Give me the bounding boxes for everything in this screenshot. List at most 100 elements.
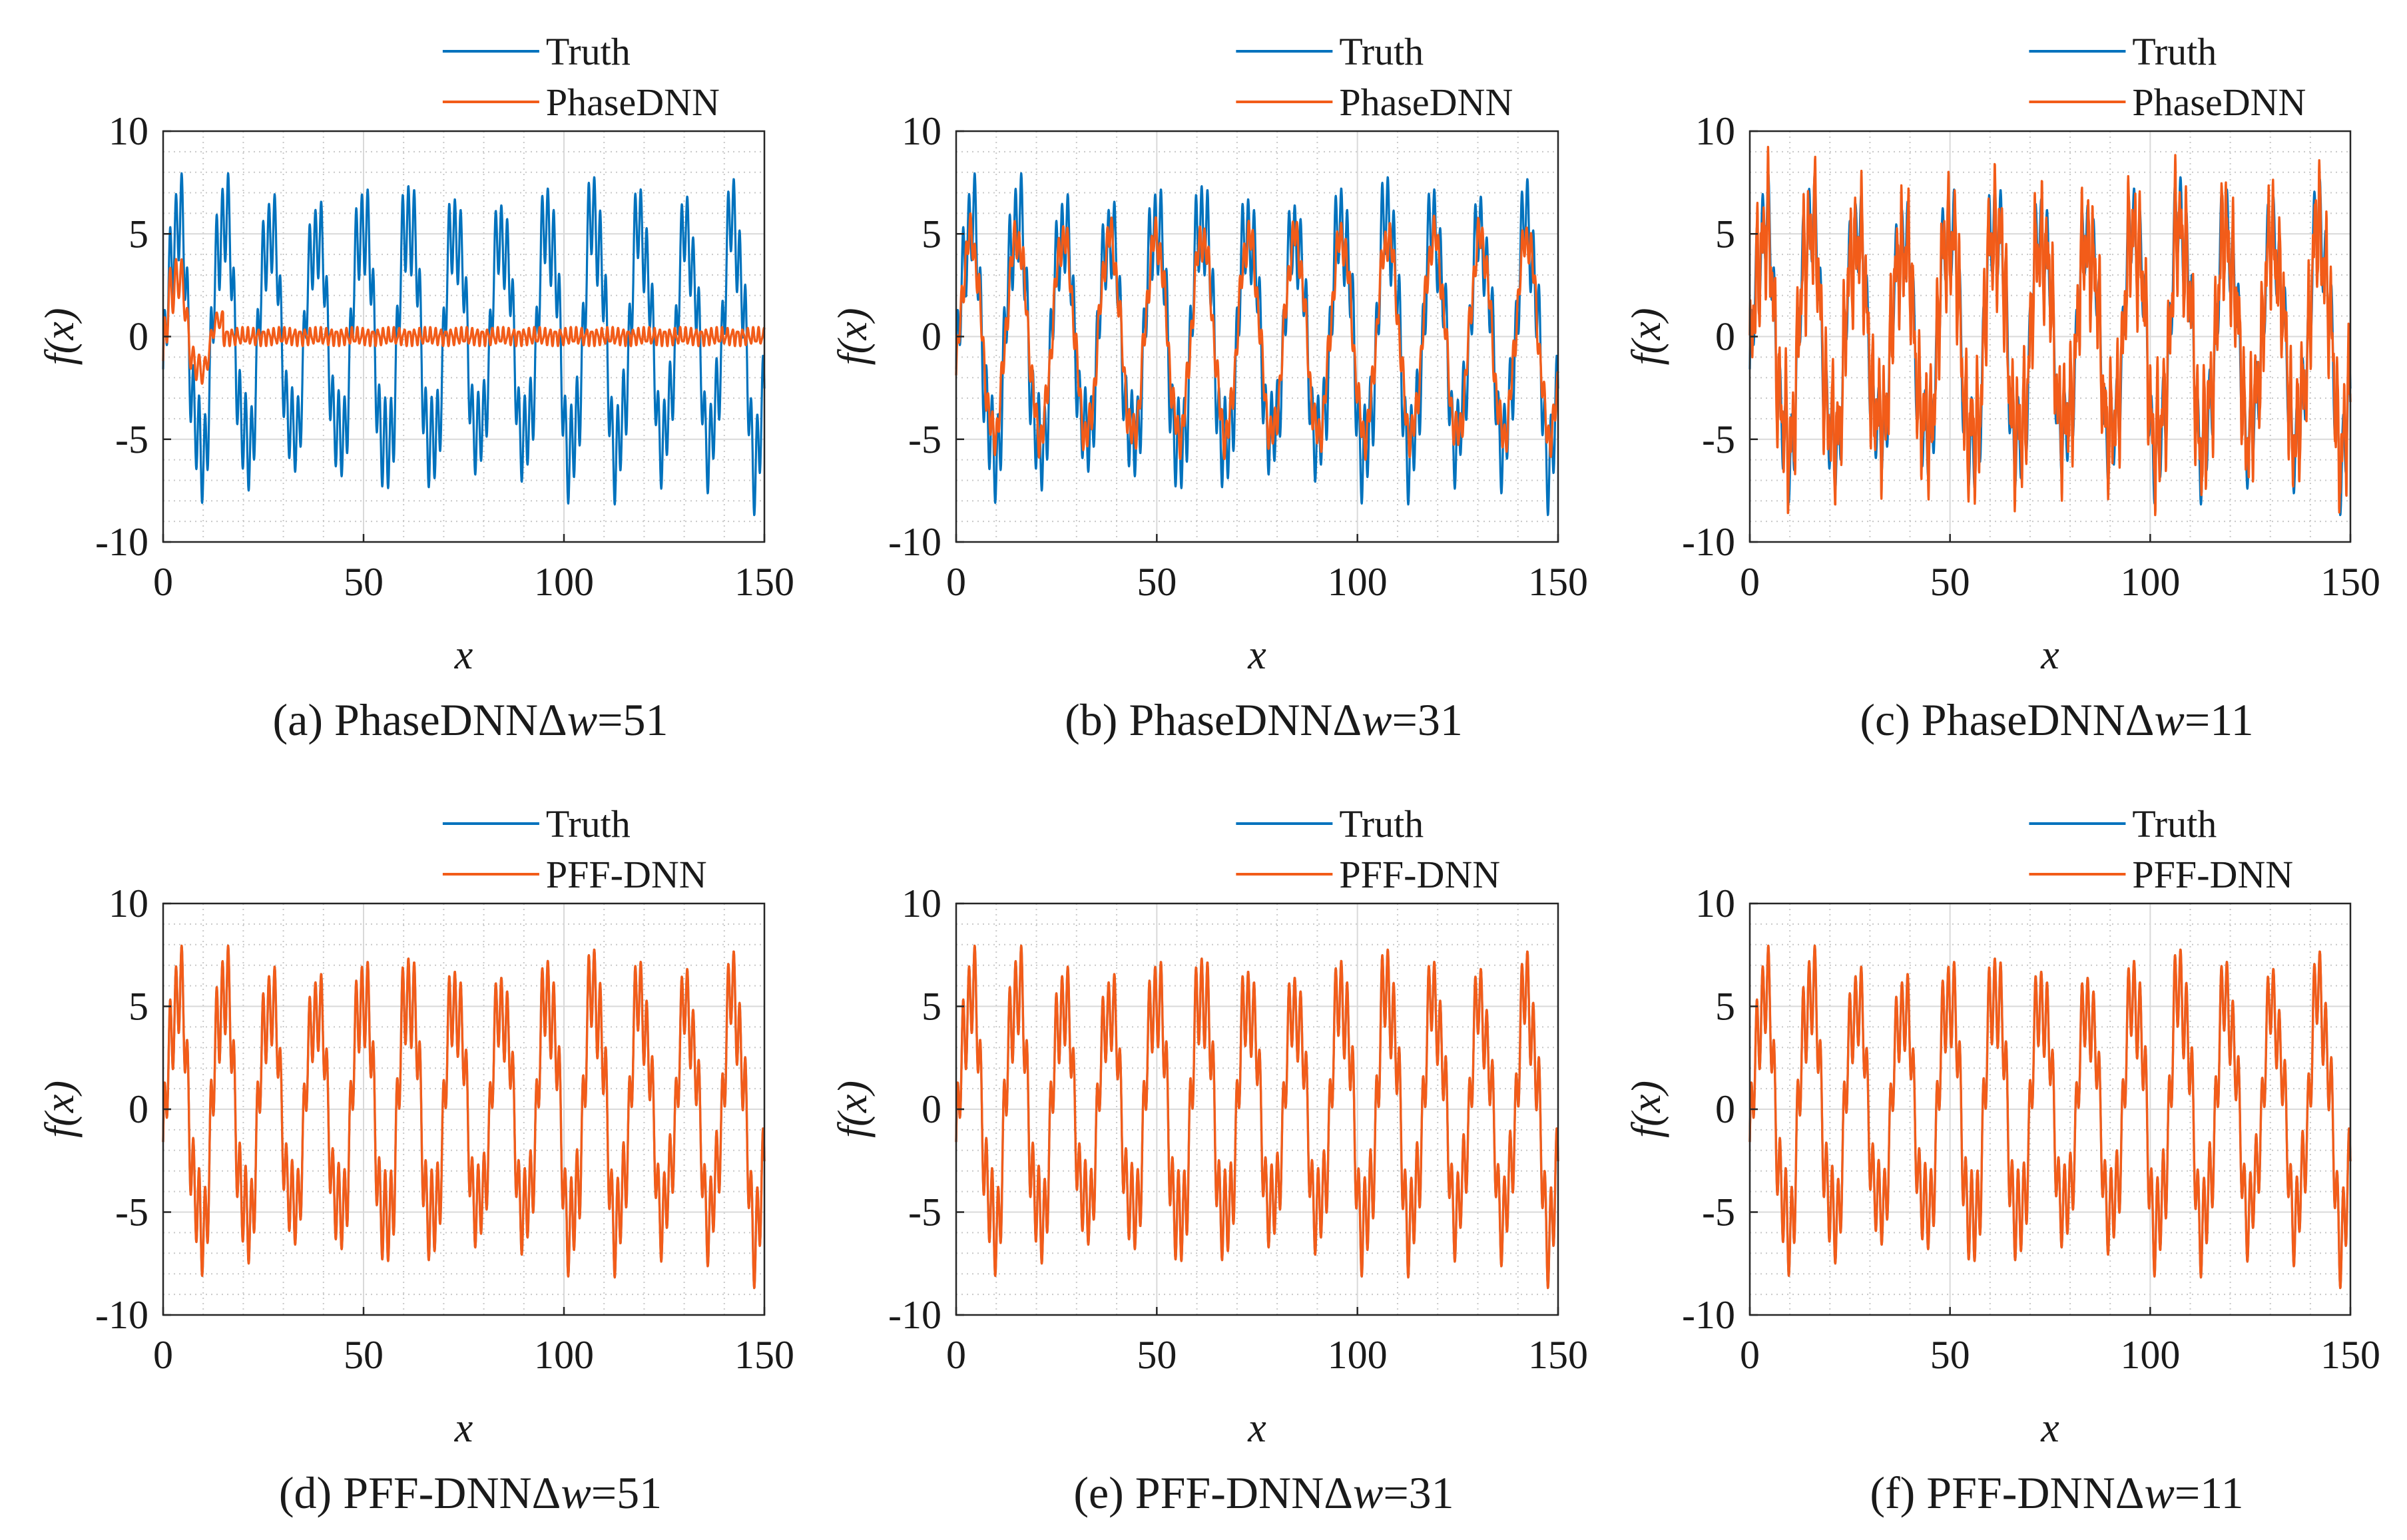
y-axis-label: f(x) bbox=[1624, 1081, 1669, 1138]
series-line-truth bbox=[955, 172, 1559, 517]
x-tick-label: 100 bbox=[2120, 1333, 2180, 1377]
y-tick-label: -10 bbox=[1682, 1293, 1735, 1337]
y-tick-label: 5 bbox=[922, 985, 941, 1029]
x-axis-label: x bbox=[1247, 633, 1266, 678]
x-tick-label: 50 bbox=[1930, 560, 1970, 604]
y-tick-label: 10 bbox=[1695, 109, 1735, 153]
caption-value: =51 bbox=[597, 694, 668, 745]
x-axis-label: x bbox=[454, 1406, 473, 1451]
x-tick-label: 50 bbox=[1930, 1333, 1970, 1377]
caption-delta: Δ bbox=[2115, 1467, 2145, 1518]
series-line-pff-dnn bbox=[1748, 944, 2352, 1290]
x-tick-label: 0 bbox=[1740, 1333, 1760, 1377]
legend-label: PFF-DNN bbox=[546, 853, 707, 896]
caption-label: (f) bbox=[1870, 1467, 1926, 1518]
y-tick-label: 5 bbox=[129, 212, 148, 256]
y-tick-label: -10 bbox=[1682, 520, 1735, 564]
y-tick-label: 5 bbox=[1715, 212, 1735, 256]
caption-method: PFF-DNN bbox=[1135, 1467, 1324, 1518]
caption-value: =11 bbox=[2175, 1467, 2244, 1518]
x-tick-label: 100 bbox=[1328, 560, 1388, 604]
legend-label: Truth bbox=[546, 802, 631, 846]
caption-delta: Δ bbox=[538, 694, 567, 745]
series-line-truth bbox=[162, 172, 766, 517]
subplot-caption: (c) PhaseDNNΔw=11 bbox=[1860, 694, 2253, 745]
legend-label: PFF-DNN bbox=[1339, 853, 1500, 896]
caption-value: =31 bbox=[1392, 694, 1463, 745]
x-tick-label: 50 bbox=[344, 1333, 384, 1377]
x-tick-label: 150 bbox=[2320, 560, 2380, 604]
caption-w: w bbox=[567, 694, 597, 745]
legend-label: Truth bbox=[1339, 802, 1424, 846]
x-tick-label: 0 bbox=[946, 560, 966, 604]
y-axis-label: f(x) bbox=[37, 308, 83, 365]
y-tick-label: 5 bbox=[922, 212, 941, 256]
y-tick-label: 10 bbox=[902, 882, 941, 925]
y-axis-label: f(x) bbox=[830, 308, 876, 365]
caption-label: (b) bbox=[1065, 694, 1129, 745]
caption-value: =11 bbox=[2185, 694, 2254, 745]
legend-label: Truth bbox=[2132, 30, 2217, 73]
y-tick-label: -5 bbox=[908, 417, 941, 461]
y-tick-label: 10 bbox=[1695, 882, 1735, 925]
series-line-phasednn bbox=[1748, 146, 2352, 517]
x-tick-label: 0 bbox=[946, 1333, 966, 1377]
caption-delta: Δ bbox=[1332, 694, 1362, 745]
caption-method: PhaseDNN bbox=[1129, 694, 1332, 745]
x-tick-label: 100 bbox=[1328, 1333, 1388, 1377]
x-tick-label: 50 bbox=[344, 560, 384, 604]
y-tick-label: 10 bbox=[109, 882, 148, 925]
subplot-caption: (f) PFF-DNNΔw=11 bbox=[1870, 1467, 2243, 1518]
y-axis-label: f(x) bbox=[37, 1081, 83, 1138]
y-tick-label: -5 bbox=[115, 1190, 148, 1234]
caption-w: w bbox=[2155, 694, 2185, 745]
y-tick-label: 5 bbox=[129, 985, 148, 1029]
y-tick-label: 0 bbox=[922, 315, 941, 359]
y-tick-label: -5 bbox=[1702, 417, 1735, 461]
y-tick-label: -5 bbox=[908, 1190, 941, 1234]
y-tick-label: -10 bbox=[95, 520, 148, 564]
subplot-caption: (a) PhaseDNNΔw=51 bbox=[273, 694, 669, 745]
series-line-phasednn bbox=[955, 212, 1559, 461]
x-tick-label: 100 bbox=[534, 1333, 594, 1377]
x-tick-label: 0 bbox=[1740, 560, 1760, 604]
caption-delta: Δ bbox=[2125, 694, 2155, 745]
caption-delta: Δ bbox=[532, 1467, 561, 1518]
caption-label: (e) bbox=[1073, 1467, 1135, 1518]
series-line-pff-dnn bbox=[162, 944, 766, 1290]
caption-method: PhaseDNN bbox=[334, 694, 538, 745]
caption-method: PFF-DNN bbox=[1926, 1467, 2115, 1518]
legend-label: PhaseDNN bbox=[2132, 81, 2306, 124]
y-tick-label: -5 bbox=[115, 417, 148, 461]
series-line-phasednn bbox=[162, 258, 766, 385]
x-axis-label: x bbox=[454, 633, 473, 678]
y-tick-label: -10 bbox=[888, 520, 941, 564]
caption-method: PhaseDNN bbox=[1922, 694, 2125, 745]
legend-label: PhaseDNN bbox=[1339, 81, 1513, 124]
y-tick-label: 5 bbox=[1715, 985, 1735, 1029]
subplot-caption: (d) PFF-DNNΔw=51 bbox=[279, 1467, 662, 1518]
x-axis-label: x bbox=[2040, 1406, 2059, 1451]
x-tick-label: 150 bbox=[734, 1333, 794, 1377]
y-tick-label: -5 bbox=[1702, 1190, 1735, 1234]
x-axis-label: x bbox=[2040, 633, 2059, 678]
caption-w: w bbox=[2144, 1467, 2174, 1518]
x-tick-label: 50 bbox=[1137, 1333, 1177, 1377]
y-axis-label: f(x) bbox=[1624, 308, 1669, 365]
caption-label: (c) bbox=[1860, 694, 1921, 745]
y-tick-label: 0 bbox=[129, 1087, 148, 1131]
legend-label: Truth bbox=[1339, 30, 1424, 73]
subplot-b: 0 50 100 150-10-50510xf(x)TruthPhaseDNN(b) … bbox=[830, 30, 1588, 745]
caption-value: =51 bbox=[591, 1467, 662, 1518]
y-tick-label: 0 bbox=[129, 315, 148, 359]
x-tick-label: 150 bbox=[734, 560, 794, 604]
caption-method: PFF-DNN bbox=[343, 1467, 531, 1518]
caption-w: w bbox=[1353, 1467, 1383, 1518]
x-tick-label: 50 bbox=[1137, 560, 1177, 604]
legend-label: PhaseDNN bbox=[546, 81, 720, 124]
x-axis-label: x bbox=[1247, 1406, 1266, 1451]
x-tick-label: 150 bbox=[2320, 1333, 2380, 1377]
caption-value: =31 bbox=[1383, 1467, 1454, 1518]
